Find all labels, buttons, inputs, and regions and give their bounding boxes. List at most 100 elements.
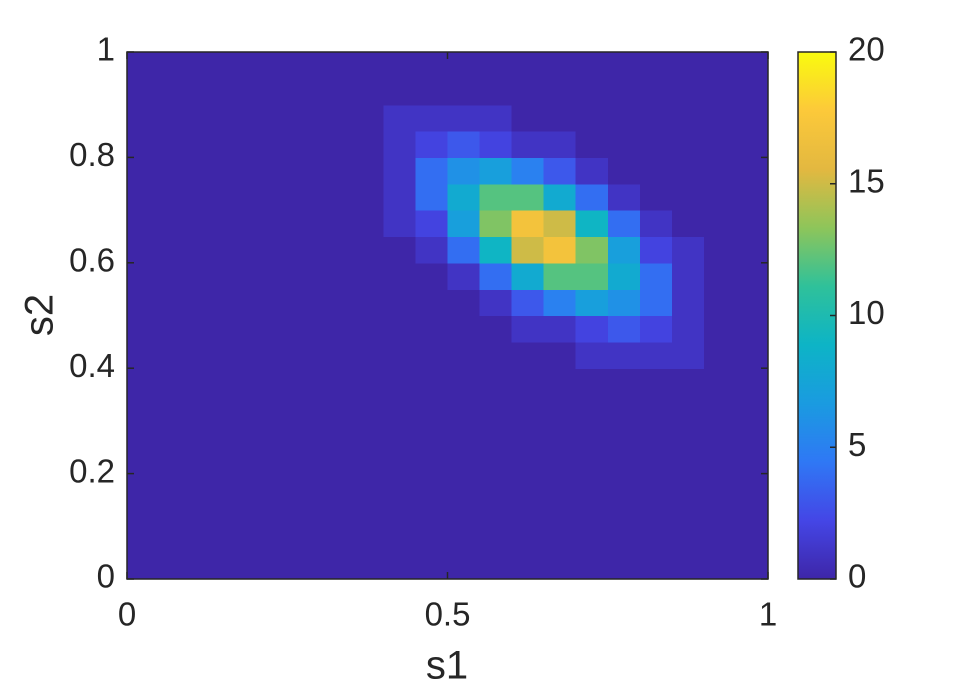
heatmap-cell <box>447 394 481 422</box>
heatmap-cell <box>639 78 673 106</box>
y-tick-label: 0.2 <box>69 452 115 489</box>
heatmap-cell <box>735 499 769 527</box>
heatmap-cell <box>351 183 384 211</box>
heatmap-cell <box>543 447 577 475</box>
heatmap-cell <box>703 131 737 158</box>
y-tick-label: 0 <box>97 558 115 595</box>
heatmap-cell <box>319 262 352 290</box>
heatmap-cell <box>607 473 641 501</box>
heatmap-cell <box>127 262 160 290</box>
heatmap-cell <box>287 499 320 527</box>
heatmap-cell <box>159 289 192 317</box>
heatmap-cell <box>255 368 288 396</box>
heatmap-cell <box>255 473 288 501</box>
heatmap-cell <box>735 157 769 185</box>
heatmap-cell <box>383 552 417 580</box>
heatmap-cell <box>319 289 352 317</box>
heatmap-cell <box>255 499 288 527</box>
heatmap-cell <box>671 183 705 211</box>
y-tick-label: 0.6 <box>69 242 115 279</box>
heatmap-cell <box>255 420 288 448</box>
heatmap-cell <box>735 341 769 369</box>
heatmap-cell <box>223 262 256 290</box>
heatmap-cell <box>319 210 352 238</box>
heatmap-cell <box>671 394 705 422</box>
heatmap-cell <box>543 78 577 106</box>
heatmap-cell <box>255 289 288 317</box>
heatmap-cell <box>319 341 352 369</box>
heatmap-cell <box>671 341 705 369</box>
heatmap-cell <box>511 341 545 369</box>
heatmap-cell <box>127 368 160 396</box>
heatmap-cell <box>223 420 256 448</box>
heatmap-cell <box>287 104 320 132</box>
heatmap-cell <box>639 236 673 264</box>
heatmap-cell <box>415 394 449 422</box>
heatmap-cell <box>607 341 641 369</box>
heatmap-cell <box>703 368 737 396</box>
heatmap-cell <box>639 210 673 238</box>
heatmap-cell <box>415 78 449 106</box>
heatmap-cell <box>735 368 769 396</box>
heatmap-cell <box>479 104 513 132</box>
colorbar-tick-label: 10 <box>848 294 885 331</box>
heatmap-cell <box>223 78 256 106</box>
heatmap-cell <box>351 315 384 343</box>
heatmap-cell <box>447 236 481 264</box>
heatmap-cell <box>255 131 288 158</box>
heatmap-cell <box>351 104 384 132</box>
heatmap-cell <box>511 315 545 343</box>
heatmap-cell <box>159 420 192 448</box>
heatmap-cell <box>511 210 545 238</box>
heatmap-cell <box>479 315 513 343</box>
heatmap-cell <box>415 262 449 290</box>
heatmap-cell <box>607 236 641 264</box>
heatmap-cell <box>511 236 545 264</box>
heatmap-cell <box>159 262 192 290</box>
heatmap-cell <box>607 262 641 290</box>
y-tick-label: 1 <box>97 31 115 68</box>
heatmap-cell <box>319 315 352 343</box>
heatmap-cell <box>159 499 192 527</box>
heatmap-cell <box>191 157 224 185</box>
heatmap-cell <box>223 210 256 238</box>
heatmap-cell <box>191 104 224 132</box>
heatmap-cell <box>735 289 769 317</box>
heatmap-cell <box>351 447 384 475</box>
heatmap-cell <box>383 473 417 501</box>
heatmap-cell <box>127 52 160 79</box>
heatmap-cell <box>479 289 513 317</box>
heatmap-cell <box>191 289 224 317</box>
heatmap-cell <box>703 552 737 580</box>
heatmap-cell <box>671 552 705 580</box>
heatmap-cell <box>319 78 352 106</box>
heatmap-cell <box>671 210 705 238</box>
heatmap-cell <box>607 526 641 554</box>
heatmap-cell <box>607 315 641 343</box>
heatmap-cell <box>543 394 577 422</box>
x-tick-label: 0 <box>118 596 136 633</box>
heatmap-cell <box>511 394 545 422</box>
heatmap-cell <box>735 104 769 132</box>
heatmap-cell <box>351 157 384 185</box>
heatmap-cell <box>639 473 673 501</box>
heatmap-cell <box>287 78 320 106</box>
heatmap-cell <box>383 104 417 132</box>
heatmap-cell <box>543 210 577 238</box>
heatmap-cell <box>543 315 577 343</box>
heatmap-cell <box>383 289 417 317</box>
heatmap-cell <box>223 183 256 211</box>
heatmap-cell <box>607 183 641 211</box>
heatmap-cell <box>159 552 192 580</box>
heatmap-cell <box>447 52 481 79</box>
heatmap-cell <box>415 499 449 527</box>
heatmap-cell <box>447 499 481 527</box>
heatmap-cell <box>127 473 160 501</box>
heatmap-cell <box>607 552 641 580</box>
heatmap-cell <box>255 78 288 106</box>
heatmap-cell <box>543 52 577 79</box>
heatmap-cell <box>351 420 384 448</box>
heatmap-cell <box>607 394 641 422</box>
heatmap-cell <box>159 368 192 396</box>
heatmap-cell <box>159 78 192 106</box>
